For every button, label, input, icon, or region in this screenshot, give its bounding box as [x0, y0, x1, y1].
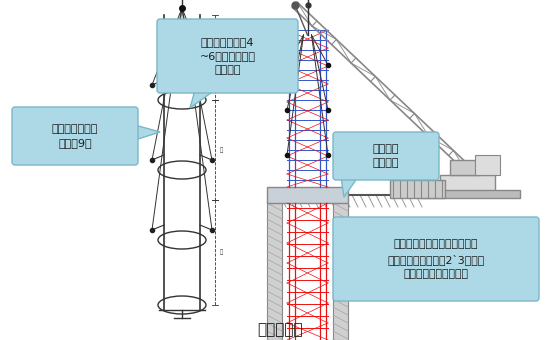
Text: 节: 节 — [220, 147, 223, 153]
Text: 吊点示意图: 吊点示意图 — [257, 323, 303, 338]
FancyBboxPatch shape — [333, 132, 439, 180]
Text: 每个钢筋笼设置4
~6个起吊点（对
称布置）: 每个钢筋笼设置4 ~6个起吊点（对 称布置） — [199, 37, 255, 75]
Text: 节: 节 — [220, 250, 223, 255]
FancyBboxPatch shape — [157, 19, 298, 93]
Bar — [333, 203, 348, 340]
FancyBboxPatch shape — [333, 217, 539, 301]
Text: 分段制作成型，
每段长9米: 分段制作成型， 每段长9米 — [52, 124, 98, 148]
Text: 第一节钢筋笼放入桩孔，采用
钢管支撑固定且留有2`3米高长
度与下段钢筋笼焊接。: 第一节钢筋笼放入桩孔，采用 钢管支撑固定且留有2`3米高长 度与下段钢筋笼焊接。 — [388, 239, 484, 279]
Bar — [420, 190, 520, 198]
Bar — [475, 155, 500, 175]
FancyBboxPatch shape — [12, 107, 138, 165]
Text: 节: 节 — [220, 55, 223, 60]
Bar — [267, 203, 282, 340]
Polygon shape — [341, 177, 358, 197]
Bar — [390, 180, 445, 198]
Bar — [267, 187, 348, 203]
Polygon shape — [190, 90, 215, 108]
Bar — [450, 160, 480, 175]
Polygon shape — [135, 125, 160, 140]
Bar — [440, 175, 495, 195]
Text: 焊接中用
钢管支撑: 焊接中用 钢管支撑 — [373, 144, 399, 168]
